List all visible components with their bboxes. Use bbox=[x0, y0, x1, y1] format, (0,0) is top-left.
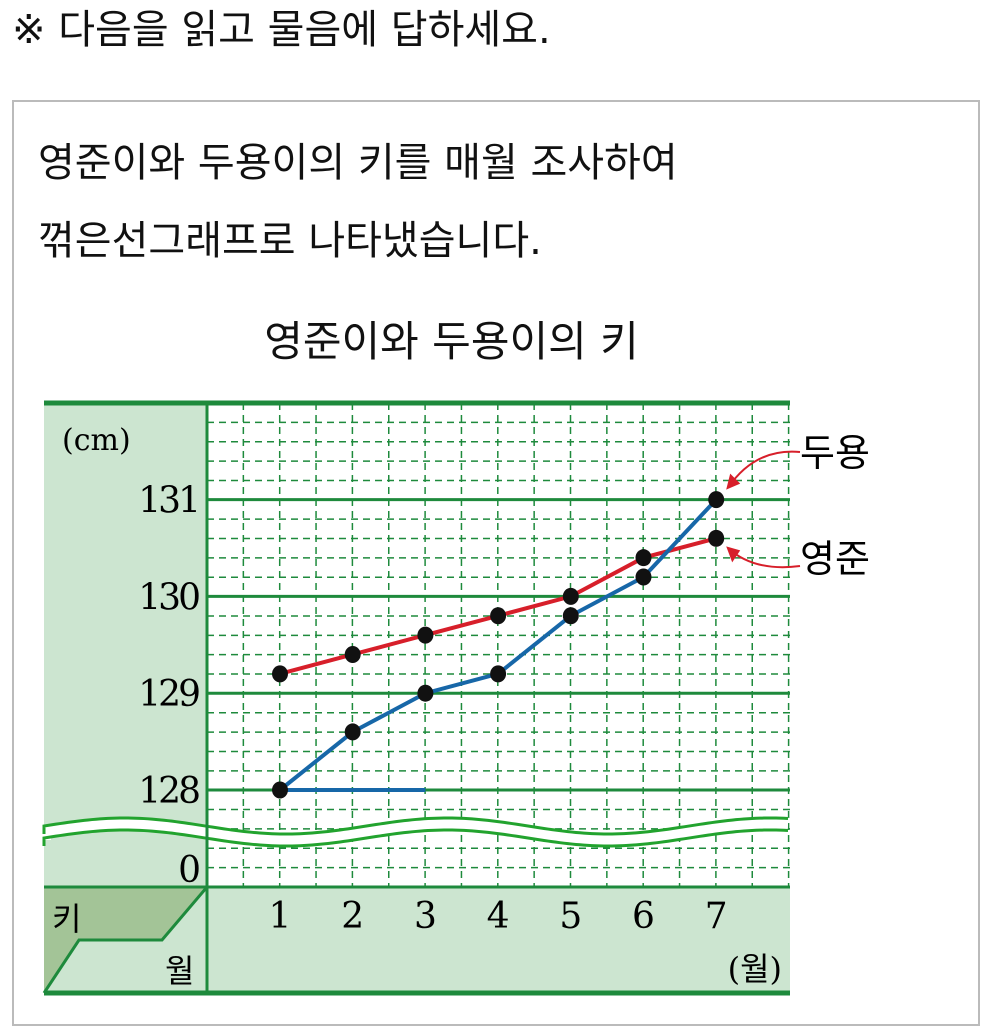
axis-break-line bbox=[42, 816, 789, 836]
data-point-duyong bbox=[272, 781, 288, 799]
x-tick-label: 4 bbox=[487, 896, 510, 937]
data-point-yeongjun bbox=[562, 587, 579, 605]
x-tick-label: 7 bbox=[705, 896, 728, 937]
y-axis-panel bbox=[44, 403, 207, 887]
paragraph-line-1: 영준이와 두용이의 키를 매월 조사하여 bbox=[38, 140, 678, 186]
y-tick-label: 129 bbox=[138, 674, 199, 715]
x-tick-label: 1 bbox=[269, 896, 292, 937]
data-point-duyong bbox=[708, 491, 725, 509]
axis-break-line bbox=[42, 828, 789, 848]
arrowhead-icon bbox=[726, 473, 741, 490]
corner-diagonal bbox=[42, 886, 209, 994]
chart-title: 영준이와 두용이의 키 bbox=[264, 317, 639, 366]
data-point-duyong bbox=[344, 723, 361, 741]
legend-label-duyong: 두용 bbox=[800, 431, 870, 475]
data-point-duyong bbox=[635, 568, 652, 586]
x-tick-label: 2 bbox=[341, 896, 364, 937]
corner-row-label: 키 bbox=[52, 900, 81, 938]
y-axis-unit-label: (cm) bbox=[62, 423, 131, 458]
corner-col-label: 월 bbox=[165, 952, 194, 990]
x-axis-unit-label: (월) bbox=[728, 950, 782, 988]
data-point-duyong bbox=[417, 684, 434, 702]
axis-break-gap bbox=[37, 817, 789, 848]
y-tick-label: 131 bbox=[138, 481, 198, 522]
x-tick-label: 3 bbox=[414, 896, 437, 937]
question-box bbox=[12, 100, 980, 1026]
legend-label-yeongjun: 영준 bbox=[800, 537, 870, 581]
data-point-yeongjun bbox=[344, 645, 361, 663]
instruction-text: ※ 다음을 읽고 물음에 답하세요. bbox=[12, 7, 551, 53]
data-point-yeongjun bbox=[417, 626, 434, 644]
data-point-yeongjun bbox=[635, 549, 652, 567]
y-tick-label: 0 bbox=[178, 850, 199, 891]
x-axis-panel bbox=[207, 887, 790, 993]
y-tick-label: 128 bbox=[138, 771, 199, 812]
y-tick-label: 130 bbox=[138, 577, 199, 618]
data-point-yeongjun bbox=[272, 665, 288, 683]
x-tick-label: 6 bbox=[632, 896, 655, 937]
x-tick-label: 5 bbox=[559, 896, 582, 937]
data-point-yeongjun bbox=[490, 607, 507, 625]
data-point-yeongjun bbox=[708, 529, 725, 547]
arrowhead-icon bbox=[726, 546, 741, 563]
paragraph-line-2: 꺾은선그래프로 나타냈습니다. bbox=[38, 218, 542, 264]
data-point-duyong bbox=[490, 665, 507, 683]
data-point-duyong bbox=[562, 607, 579, 625]
